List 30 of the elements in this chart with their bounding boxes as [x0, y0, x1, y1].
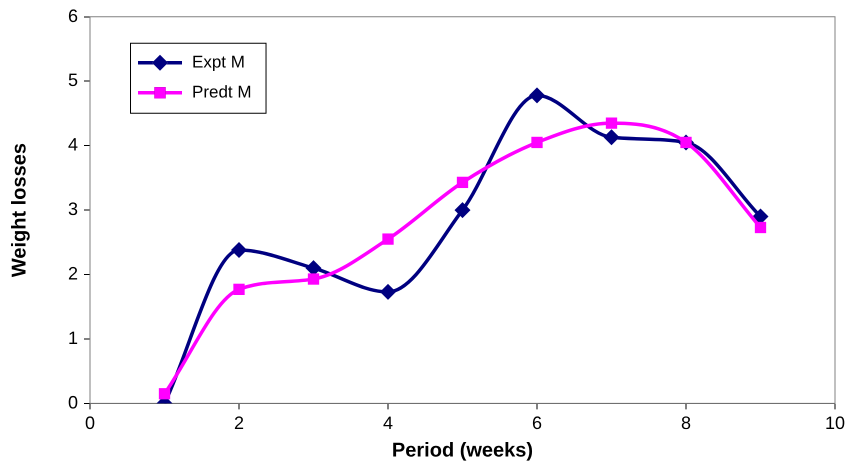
x-tick-label: 2	[234, 413, 244, 434]
y-tick-label: 1	[68, 328, 78, 348]
y-tick-label: 5	[68, 70, 78, 90]
y-tick-label: 6	[68, 6, 78, 26]
point	[604, 129, 620, 146]
y-tick-label: 2	[68, 264, 78, 284]
x-tick-label: 4	[383, 413, 394, 434]
point	[382, 233, 394, 245]
point	[231, 242, 248, 258]
point	[308, 273, 320, 285]
point	[754, 222, 766, 234]
x-tick-label: 0	[85, 413, 96, 434]
x-tick-label: 6	[532, 413, 542, 434]
y-tick-label: 4	[68, 134, 78, 155]
point	[606, 117, 618, 129]
point	[233, 284, 245, 296]
point	[531, 136, 543, 148]
point	[158, 388, 170, 400]
y-axis-title: Weight losses	[8, 143, 31, 278]
point	[380, 284, 396, 300]
point	[456, 176, 468, 188]
point	[529, 87, 546, 104]
y-tick-label: 3	[68, 199, 78, 220]
point	[454, 202, 471, 218]
y-tick-label: 0	[68, 392, 78, 412]
x-axis-title: Period (weeks)	[392, 440, 534, 462]
x-tick-label: 10	[824, 413, 846, 434]
legend-label: Expt M	[192, 52, 245, 72]
legend-label: Predt M	[192, 82, 252, 102]
x-tick-label: 8	[680, 413, 692, 434]
